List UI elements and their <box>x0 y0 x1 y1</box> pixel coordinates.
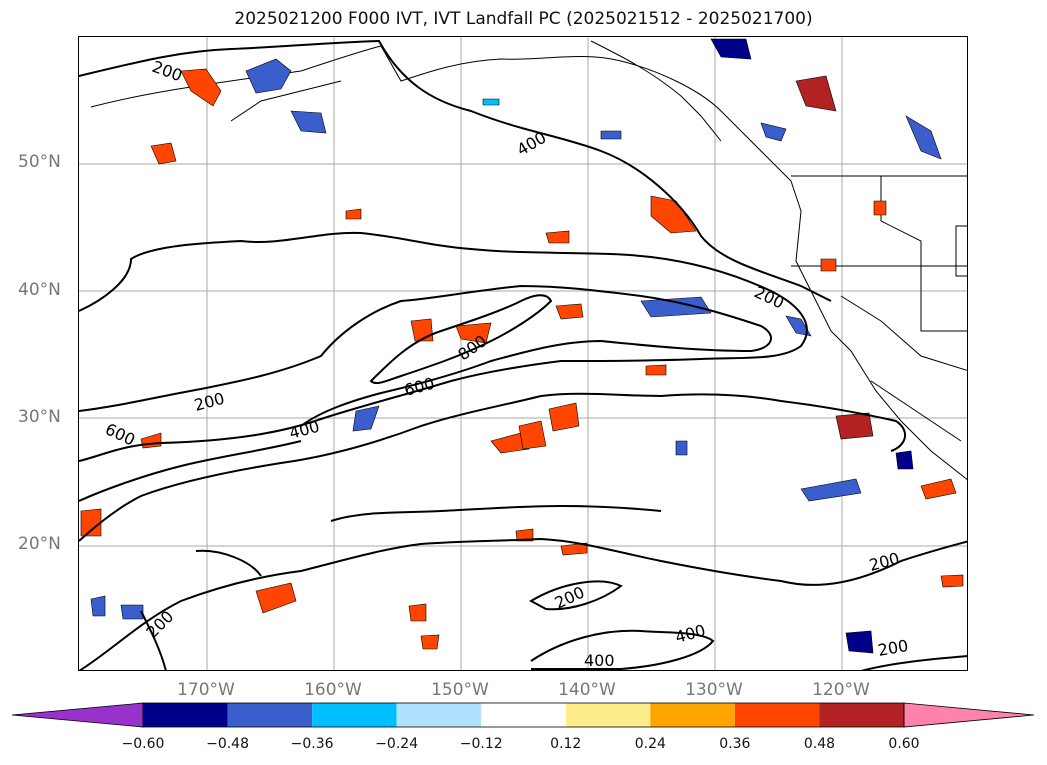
pc-blob <box>90 595 106 617</box>
colorbar <box>11 702 1035 728</box>
colorbar-segment <box>565 703 651 727</box>
pc-blob <box>345 208 362 220</box>
pc-blob <box>920 478 957 500</box>
colorbar-segment <box>481 703 566 727</box>
pc-blob <box>140 432 162 449</box>
pc-blob <box>545 230 570 244</box>
map-canvas: 200 400 200 800 600 200 600 400 200 200 … <box>79 37 967 670</box>
pc-blob <box>600 130 622 140</box>
colorbar-segment <box>227 703 313 727</box>
pc-blob <box>555 303 584 320</box>
lon-label-160w: 160°W <box>304 680 362 700</box>
contour-label: 400 <box>514 128 550 160</box>
pc-blob <box>905 115 942 160</box>
contour-label: 400 <box>287 417 321 443</box>
lat-label-50n: 50°N <box>18 152 61 172</box>
lat-label-30n: 30°N <box>18 407 61 427</box>
contour-label: 400 <box>673 621 707 647</box>
contour-label: 600 <box>402 374 436 400</box>
colorbar-tick-label: 0.36 <box>719 736 751 752</box>
pc-blob <box>895 450 914 470</box>
colorbar-tick-label: −0.12 <box>459 736 503 752</box>
pc-blob <box>835 412 874 440</box>
pc-blob <box>710 38 752 60</box>
lon-label-130w: 130°W <box>685 680 743 700</box>
ivt-contours <box>79 39 967 670</box>
pc-blob <box>800 478 862 502</box>
pc-blob <box>640 296 712 318</box>
pc-blob <box>352 405 380 432</box>
pc-blob <box>650 195 697 234</box>
colorbar-extend-high <box>903 702 1035 728</box>
contour-label: 200 <box>150 57 185 85</box>
pc-blob <box>245 58 292 94</box>
lon-label-140w: 140°W <box>558 680 616 700</box>
pc-blob <box>795 75 837 112</box>
colorbar-tick-label: 0.48 <box>803 736 836 752</box>
colorbar-tick-label: 0.12 <box>550 736 582 752</box>
colorbar-tick-label: −0.36 <box>290 736 334 752</box>
pc-blob <box>645 364 667 376</box>
contour-label: 200 <box>192 389 226 415</box>
pc-blob <box>515 528 534 542</box>
lon-label-170w: 170°W <box>177 680 235 700</box>
pc-blob <box>820 258 837 272</box>
pc-blob <box>845 630 874 654</box>
colorbar-segment <box>650 703 735 727</box>
colorbar-segment <box>396 703 482 727</box>
gridlines <box>79 37 967 670</box>
pc-blob <box>785 315 812 337</box>
pc-blob <box>940 574 964 588</box>
colorbar-extend-low <box>11 702 144 728</box>
pc-blob <box>150 142 177 165</box>
chart-title: 2025021200 F000 IVT, IVT Landfall PC (20… <box>234 9 813 29</box>
pc-blob <box>80 508 102 537</box>
colorbar-segment <box>819 703 904 727</box>
lat-label-20n: 20°N <box>18 534 61 554</box>
contour-label: 200 <box>751 282 787 312</box>
pc-blob <box>410 318 434 342</box>
pc-blob <box>120 604 144 620</box>
lon-label-150w: 150°W <box>431 680 489 700</box>
pc-blob <box>490 432 530 454</box>
colorbar-tick-label: 0.60 <box>888 736 920 752</box>
contour-label: 200 <box>142 607 177 642</box>
colorbar-segment <box>312 703 397 727</box>
pc-blob <box>873 200 887 216</box>
contour-label: 400 <box>584 651 615 670</box>
contour-label: 600 <box>102 419 138 449</box>
contour-label: 200 <box>876 636 909 660</box>
colorbar-segment <box>734 703 820 727</box>
pc-blob <box>255 582 297 614</box>
pc-blob <box>420 634 440 650</box>
contour-labels: 200 400 200 800 600 200 600 400 200 200 … <box>102 57 909 670</box>
lat-label-40n: 40°N <box>18 280 61 300</box>
colorbar-tick-label: −0.24 <box>375 736 419 752</box>
colorbar-segment <box>143 703 228 727</box>
colorbar-outline <box>142 702 905 728</box>
colorbar-tick-label: −0.60 <box>121 736 165 752</box>
contour-label: 200 <box>867 549 901 575</box>
ivt-pc-fill <box>80 38 964 654</box>
pc-blob <box>482 98 500 106</box>
lon-label-120w: 120°W <box>812 680 870 700</box>
map-panel: 200 400 200 800 600 200 600 400 200 200 … <box>78 36 968 671</box>
pc-blob <box>408 603 427 622</box>
pc-blob <box>290 110 327 134</box>
colorbar-tick-label: 0.24 <box>634 736 666 752</box>
pc-blob <box>760 122 787 142</box>
colorbar-segments <box>11 702 1035 728</box>
pc-blob <box>180 68 222 107</box>
colorbar-tick-label: −0.48 <box>206 736 249 752</box>
pc-blob <box>548 402 580 432</box>
pc-blob <box>675 440 688 456</box>
pc-blob <box>518 420 547 450</box>
coastlines <box>90 40 967 481</box>
